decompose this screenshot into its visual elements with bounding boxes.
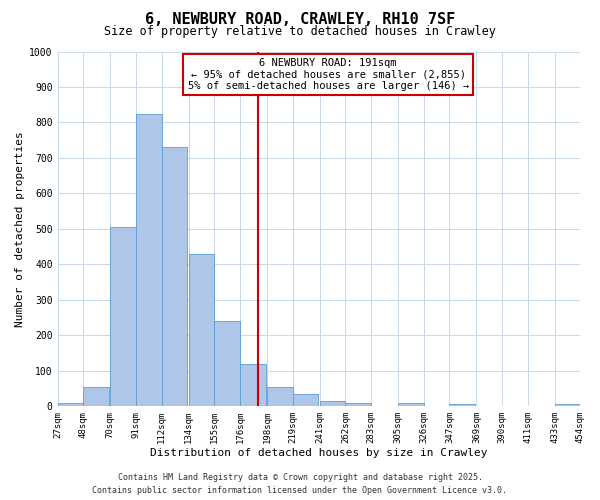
Bar (136, 114, 161, 406)
Bar (449, 404, 475, 406)
Text: 6 NEWBURY ROAD: 191sqm
← 95% of detached houses are smaller (2,855)
5% of semi-d: 6 NEWBURY ROAD: 191sqm ← 95% of detached… (188, 58, 469, 91)
Bar (58, 404, 83, 406)
Bar (398, 402, 424, 406)
Text: Contains HM Land Registry data © Crown copyright and database right 2025.
Contai: Contains HM Land Registry data © Crown c… (92, 474, 508, 495)
Bar (188, 254, 214, 406)
Y-axis label: Number of detached properties: Number of detached properties (15, 131, 25, 326)
Bar (161, 148, 187, 406)
Bar (555, 404, 580, 406)
Text: Size of property relative to detached houses in Crawley: Size of property relative to detached ho… (104, 25, 496, 38)
X-axis label: Distribution of detached houses by size in Crawley: Distribution of detached houses by size … (150, 448, 488, 458)
Text: 6, NEWBURY ROAD, CRAWLEY, RH10 7SF: 6, NEWBURY ROAD, CRAWLEY, RH10 7SF (145, 12, 455, 28)
Bar (83, 386, 109, 406)
Bar (320, 401, 346, 406)
Bar (240, 364, 266, 406)
Bar (214, 321, 240, 406)
Bar (293, 394, 319, 406)
Bar (267, 386, 293, 406)
Bar (346, 402, 371, 406)
Bar (110, 227, 136, 406)
